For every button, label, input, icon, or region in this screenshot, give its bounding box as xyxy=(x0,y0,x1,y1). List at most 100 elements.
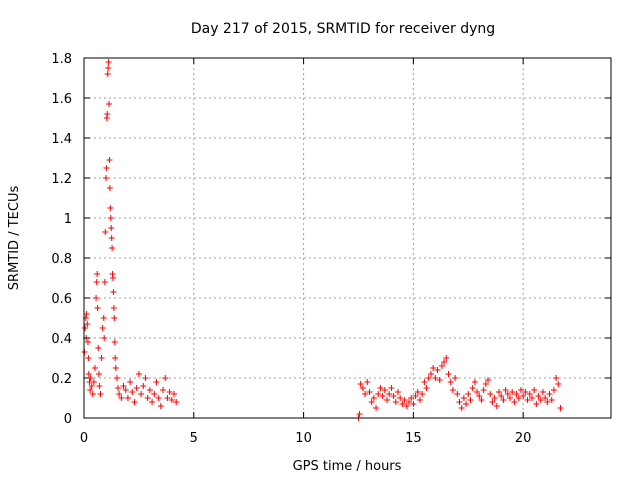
data-point xyxy=(509,389,516,395)
data-point xyxy=(110,305,117,311)
y-tick-labels: 0 0.2 0.4 0.6 0.8 1 1.2 1.4 1.6 1.8 xyxy=(51,52,72,427)
data-point xyxy=(416,397,423,403)
data-point xyxy=(423,385,430,391)
plot-frame xyxy=(83,57,612,419)
data-point xyxy=(95,371,102,377)
data-point xyxy=(506,395,513,401)
data-point xyxy=(449,387,456,393)
data-point xyxy=(109,245,116,251)
data-point xyxy=(107,215,114,221)
data-point xyxy=(478,397,485,403)
data-point xyxy=(108,225,115,231)
data-point xyxy=(144,395,151,401)
data-point xyxy=(88,383,95,389)
data-point xyxy=(421,379,428,385)
data-point xyxy=(419,391,426,397)
y-tick-label: 0.8 xyxy=(51,252,72,267)
data-point xyxy=(90,379,97,385)
data-point xyxy=(515,395,522,401)
data-point xyxy=(153,379,160,385)
data-point xyxy=(106,157,113,163)
data-point xyxy=(98,355,105,361)
data-point xyxy=(414,389,421,395)
data-point xyxy=(359,385,366,391)
data-point xyxy=(535,393,542,399)
data-point xyxy=(553,375,560,381)
data-point xyxy=(408,395,415,401)
data-point xyxy=(83,311,90,317)
data-point xyxy=(100,315,107,321)
data-point xyxy=(166,389,173,395)
x-axis-label: GPS time / hours xyxy=(293,459,402,474)
data-point xyxy=(388,385,395,391)
data-point xyxy=(520,393,527,399)
data-point xyxy=(405,399,412,405)
data-point xyxy=(96,383,103,389)
y-tick-label: 1.8 xyxy=(51,52,72,67)
data-point xyxy=(102,175,109,181)
data-point xyxy=(482,381,489,387)
data-point xyxy=(533,401,540,407)
data-point xyxy=(384,397,391,403)
data-point xyxy=(467,397,474,403)
data-point xyxy=(111,315,118,321)
data-point xyxy=(465,391,472,397)
data-point xyxy=(458,405,465,411)
data-point xyxy=(157,403,164,409)
data-point xyxy=(103,165,110,171)
data-point xyxy=(528,395,535,401)
data-point xyxy=(364,379,371,385)
data-point xyxy=(434,367,441,373)
y-tick-label: 1.2 xyxy=(51,172,72,187)
data-point xyxy=(138,391,145,397)
data-point xyxy=(454,391,461,397)
data-point xyxy=(120,383,127,389)
data-point xyxy=(112,365,119,371)
data-point xyxy=(539,389,546,395)
data-point xyxy=(375,391,382,397)
data-point xyxy=(443,355,450,361)
data-point xyxy=(87,387,94,393)
data-point xyxy=(441,359,448,365)
axis-ticks xyxy=(83,57,611,419)
data-point xyxy=(550,387,557,393)
data-point xyxy=(122,387,129,393)
data-point xyxy=(399,401,406,407)
data-point xyxy=(127,379,134,385)
data-point xyxy=(471,379,478,385)
data-point xyxy=(368,399,375,405)
data-point xyxy=(526,391,533,397)
data-point xyxy=(397,395,404,401)
data-point xyxy=(110,289,117,295)
data-point xyxy=(469,385,476,391)
data-point xyxy=(82,325,89,331)
data-point xyxy=(173,399,180,405)
data-point xyxy=(447,379,454,385)
data-point xyxy=(102,229,109,235)
data-point xyxy=(93,295,100,301)
data-point xyxy=(504,391,511,397)
chart-title: Day 217 of 2015, SRMTID for receiver dyn… xyxy=(191,21,495,37)
y-tick-label: 0.4 xyxy=(51,332,72,347)
data-point xyxy=(456,399,463,405)
data-point xyxy=(395,389,402,395)
data-point xyxy=(85,371,92,377)
data-point xyxy=(480,387,487,393)
data-point xyxy=(373,405,380,411)
data-point xyxy=(544,399,551,405)
data-point xyxy=(502,387,509,393)
data-point xyxy=(162,375,169,381)
data-point xyxy=(452,375,459,381)
data-point xyxy=(84,321,91,327)
data-point xyxy=(511,399,518,405)
x-tick-label: 5 xyxy=(190,431,198,446)
data-point xyxy=(438,363,445,369)
data-point xyxy=(109,275,116,281)
data-point xyxy=(410,401,417,407)
data-point xyxy=(104,111,111,117)
data-point xyxy=(118,395,125,401)
x-tick-label: 15 xyxy=(405,431,422,446)
data-point xyxy=(427,371,434,377)
data-point xyxy=(168,397,175,403)
